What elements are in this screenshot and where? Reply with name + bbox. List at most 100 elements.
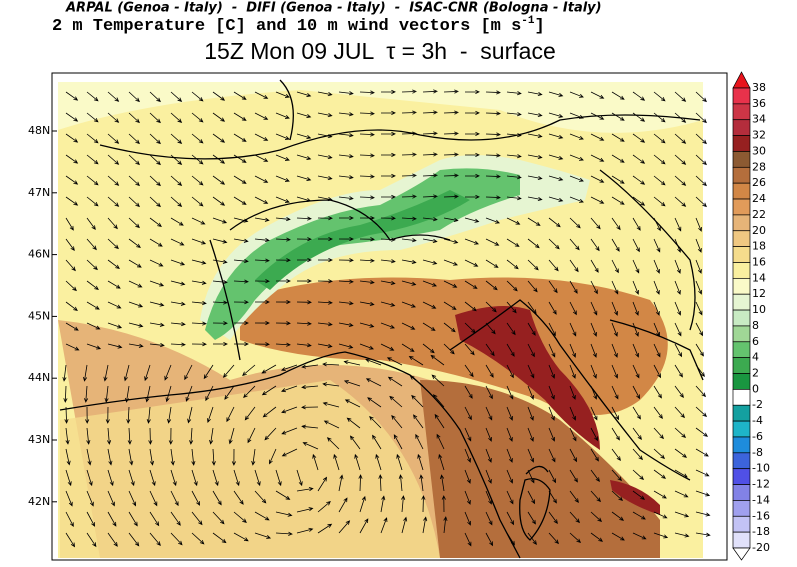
wind-vector <box>128 238 141 248</box>
wind-vector <box>359 215 375 221</box>
wind-vector <box>86 532 97 548</box>
wind-vector <box>506 301 517 314</box>
wind-vector <box>527 112 543 118</box>
wind-vector <box>126 406 131 424</box>
wind-vector <box>422 516 428 534</box>
wind-vector <box>149 259 164 267</box>
wind-vector <box>317 91 333 97</box>
wind-vector <box>506 238 520 247</box>
wind-vector <box>372 434 382 450</box>
wind-vector <box>590 259 599 273</box>
wind-vector <box>233 320 249 326</box>
wind-vector <box>653 238 661 253</box>
wind-vector <box>548 490 557 504</box>
wind-vector <box>254 258 270 263</box>
wind-vector <box>527 343 535 358</box>
colorbar-box <box>732 87 751 105</box>
lat-label: 42N <box>28 495 50 508</box>
wind-vector <box>590 490 601 503</box>
wind-vector <box>296 469 303 487</box>
wind-vector <box>275 91 290 98</box>
wind-vector <box>485 238 500 246</box>
wind-vector <box>191 112 204 123</box>
wind-vector <box>443 516 448 534</box>
lat-label: 43N <box>28 433 50 446</box>
wind-vector <box>338 258 354 263</box>
wind-vector <box>317 112 333 118</box>
wind-vector <box>123 364 130 382</box>
wind-vector <box>212 238 228 244</box>
wind-vector <box>674 385 684 398</box>
wind-vector <box>191 133 204 144</box>
wind-vector <box>107 154 120 165</box>
wind-vector <box>464 152 480 157</box>
wind-vector <box>590 112 605 120</box>
colorbar-label: 36 <box>752 97 766 110</box>
wind-vector <box>280 364 298 372</box>
wind-vector <box>422 301 437 309</box>
colorbar-box <box>732 357 751 374</box>
wind-vector <box>64 406 69 424</box>
wind-vector <box>191 301 207 306</box>
wind-vector <box>104 385 109 403</box>
colorbar-label: 12 <box>752 287 766 300</box>
wind-vector <box>548 406 555 421</box>
wind-vector <box>464 280 478 289</box>
wind-vector <box>695 532 711 537</box>
colorbar-label: -10 <box>752 462 770 475</box>
wind-vector <box>653 343 661 358</box>
title: 15Z Mon 09 JUL τ = 3h - surface <box>204 38 555 64</box>
wind-vector <box>233 154 247 163</box>
wind-vector <box>611 301 618 316</box>
wind-vector <box>422 259 438 265</box>
wind-vector <box>254 469 261 487</box>
wind-vector <box>358 474 363 492</box>
wind-vector <box>653 511 668 519</box>
subtitle-main: 2 m Temperature [C] and 10 m wind vector… <box>52 17 521 36</box>
wind-vector <box>506 91 522 96</box>
wind-vector <box>674 427 687 439</box>
wind-vector <box>506 112 522 117</box>
wind-vector <box>317 501 331 513</box>
wind-vector <box>674 343 683 358</box>
wind-vector <box>107 238 119 250</box>
wind-vector <box>464 194 480 199</box>
wind-vector <box>695 469 710 477</box>
wind-vector <box>191 342 207 347</box>
wind-vector <box>212 511 225 525</box>
wind-vector <box>590 280 598 295</box>
colorbar-box <box>732 246 751 263</box>
wind-vector <box>354 453 361 471</box>
wind-vector <box>226 406 235 423</box>
wind-vector <box>380 280 396 285</box>
wind-vector <box>653 406 663 419</box>
wind-vector <box>590 469 600 482</box>
colorbar-label: 4 <box>752 351 759 364</box>
wind-vector <box>506 217 521 225</box>
wind-vector <box>338 279 354 284</box>
wind-vector <box>149 343 165 348</box>
wind-vector <box>464 110 480 115</box>
wind-vector <box>149 490 158 507</box>
wind-vector <box>695 175 707 187</box>
wind-vector <box>63 385 68 403</box>
wind-vector <box>233 91 247 100</box>
wind-vector <box>149 301 165 307</box>
wind-vector <box>359 111 375 116</box>
wind-vector <box>275 490 291 500</box>
wind-vector <box>569 448 578 463</box>
wind-vector <box>170 342 186 347</box>
wind-vector <box>422 217 438 222</box>
wind-vector <box>86 469 93 487</box>
wind-vector <box>569 322 577 337</box>
wind-vector <box>422 194 438 199</box>
wind-vector <box>149 112 161 124</box>
colorbar-box <box>732 214 751 232</box>
wind-vector <box>396 453 403 471</box>
colorbar-box <box>732 531 751 549</box>
wind-vector <box>359 132 375 137</box>
colorbar-label: 6 <box>752 335 759 348</box>
wind-vector <box>275 531 293 536</box>
wind-vector <box>653 175 666 186</box>
wind-vector <box>170 238 185 246</box>
